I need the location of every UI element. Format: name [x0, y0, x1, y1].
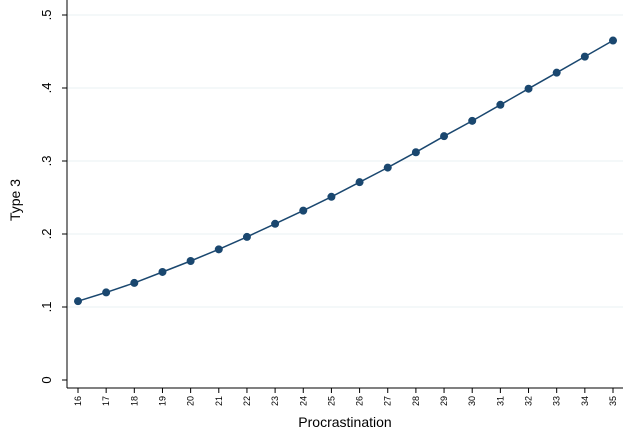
x-tick-label-2: 18	[129, 396, 139, 406]
data-point-13	[440, 132, 449, 141]
x-tick-label-13: 29	[439, 396, 449, 406]
x-tick-label-1: 17	[101, 396, 111, 406]
x-tick-label-5: 21	[214, 396, 224, 406]
x-tick-label-17: 33	[552, 396, 562, 406]
x-axis-label: Procrastination	[298, 414, 391, 430]
data-point-18	[580, 52, 589, 61]
x-tick-label-18: 34	[580, 396, 590, 406]
data-point-3	[158, 267, 167, 276]
data-point-7	[271, 219, 280, 228]
data-point-14	[468, 116, 477, 125]
data-point-16	[524, 84, 533, 93]
data-point-4	[186, 257, 195, 266]
data-point-8	[299, 206, 308, 215]
x-tick-label-14: 30	[467, 396, 477, 406]
x-tick-label-6: 22	[242, 396, 252, 406]
axes	[66, 0, 623, 389]
x-tick-label-8: 24	[298, 396, 308, 406]
x-tick-label-12: 28	[411, 396, 421, 406]
x-axis-ticks: 16 17 18 19 20 21 22 23 24 25 26 27 28 29 30 31 32 33 34 35	[73, 388, 618, 406]
y-tick-label-1: .1	[39, 302, 54, 313]
y-tick-label-5: .5	[39, 10, 54, 21]
x-tick-label-15: 31	[495, 396, 505, 406]
data-point-12	[411, 148, 420, 157]
data-point-11	[383, 163, 392, 172]
data-point-6	[242, 232, 251, 241]
x-tick-label-10: 26	[355, 396, 365, 406]
x-tick-label-4: 20	[186, 396, 196, 406]
data-point-1	[102, 288, 111, 297]
y-axis-label: Type 3	[7, 179, 23, 221]
x-tick-label-16: 32	[524, 396, 534, 406]
x-tick-label-19: 35	[608, 396, 618, 406]
data-point-0	[74, 297, 82, 306]
x-tick-label-9: 25	[326, 396, 336, 406]
data-point-10	[355, 178, 364, 187]
y-tick-label-3: .3	[39, 156, 54, 167]
y-tick-label-0: 0	[39, 376, 54, 383]
gridlines	[67, 14, 623, 308]
data-point-9	[327, 192, 336, 201]
x-tick-label-7: 23	[270, 396, 280, 406]
y-tick-label-4: .4	[39, 83, 54, 94]
series-line	[77, 39, 614, 302]
data-point-15	[496, 100, 505, 109]
data-point-19	[609, 36, 617, 45]
x-tick-label-11: 27	[383, 396, 393, 406]
data-point-5	[214, 245, 223, 254]
y-axis-ticks: 0 .1 .2 .3 .4 .5	[39, 10, 67, 384]
data-points	[74, 36, 617, 306]
data-point-17	[552, 68, 561, 77]
data-point-2	[130, 278, 139, 287]
x-tick-label-3: 19	[157, 396, 167, 406]
x-tick-label-0: 16	[73, 396, 83, 406]
y-tick-label-2: .2	[39, 229, 54, 240]
